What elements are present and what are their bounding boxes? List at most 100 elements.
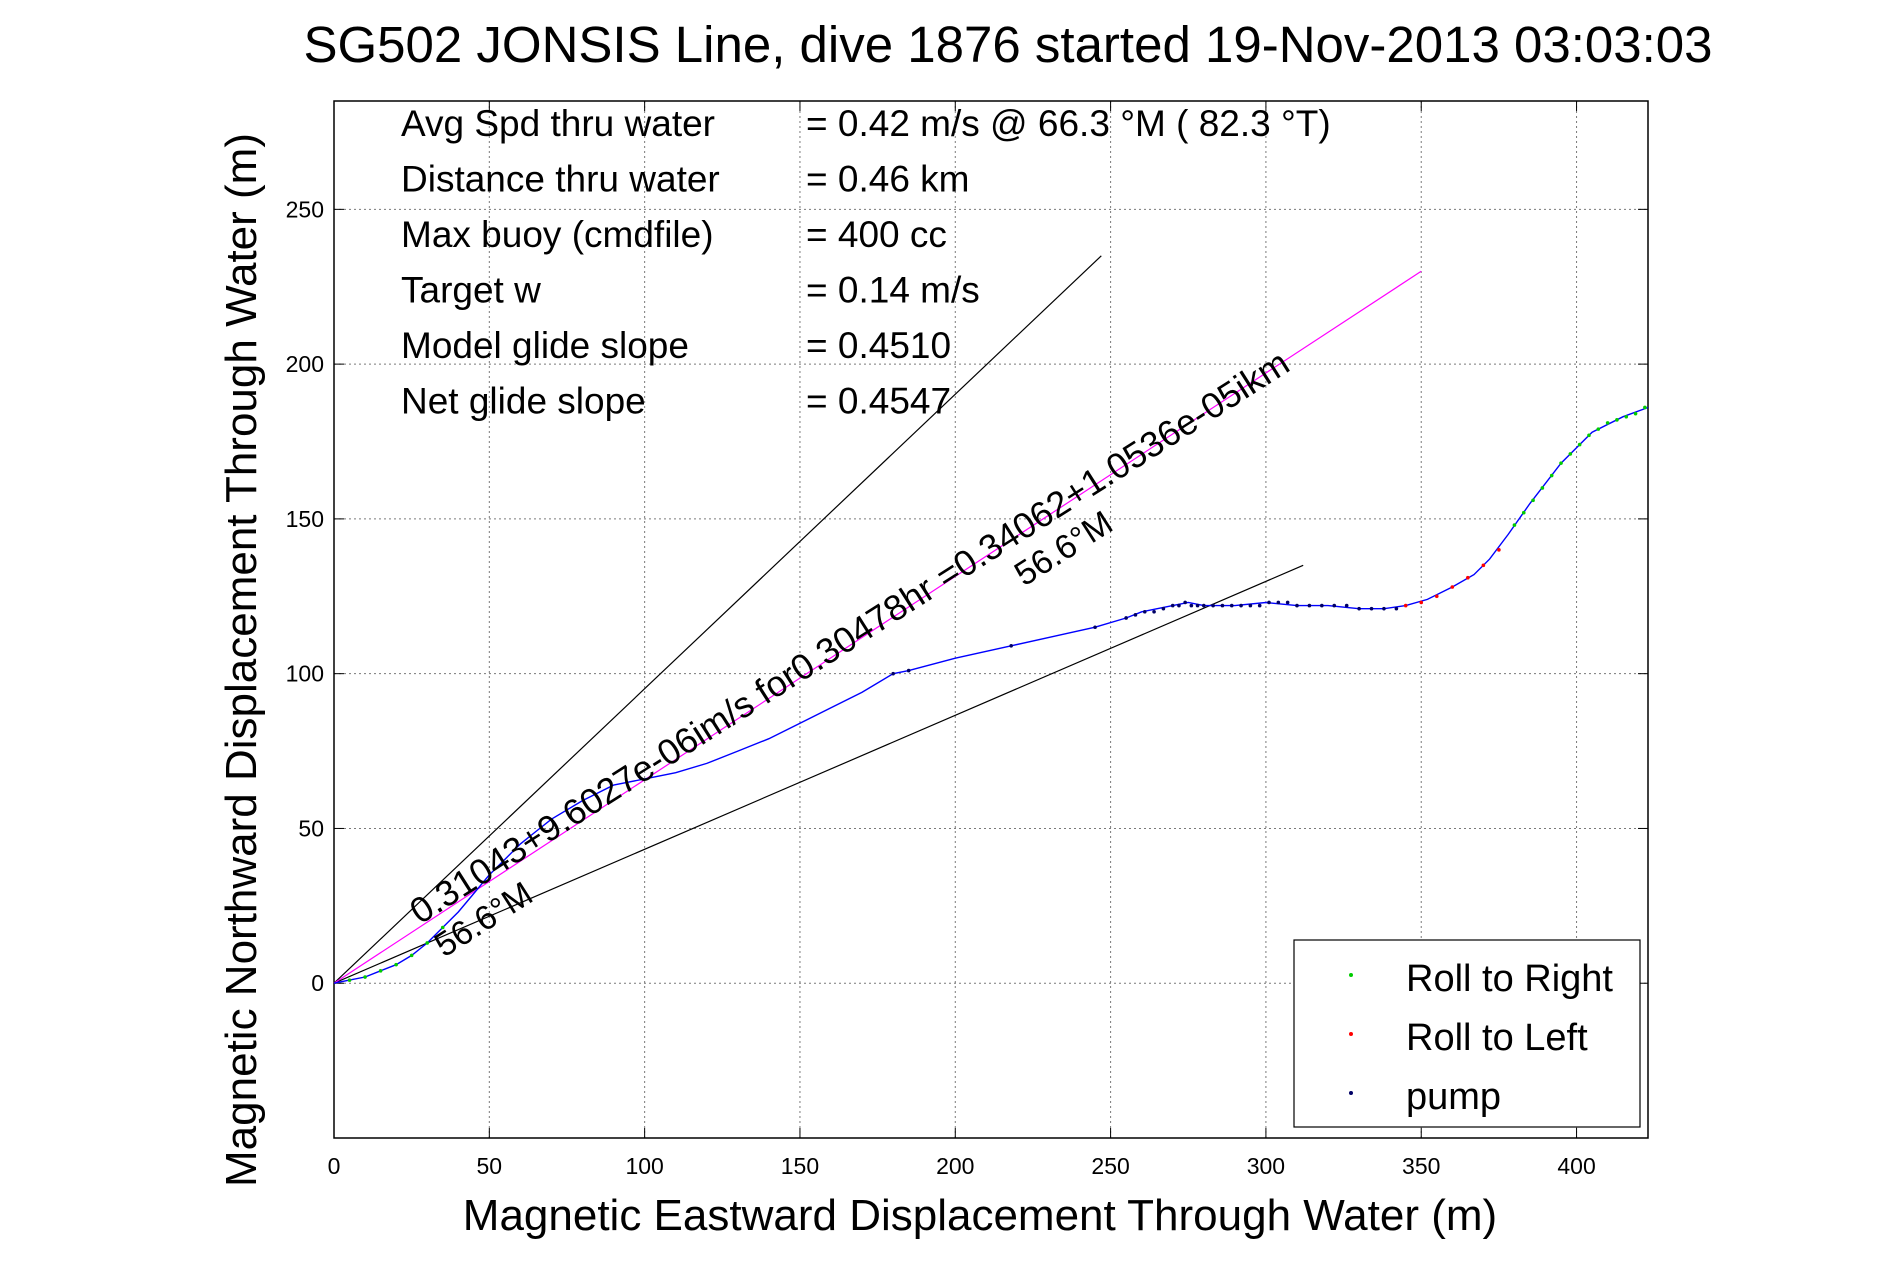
y-axis-label: Magnetic Northward Displacement Through … — [217, 133, 266, 1187]
x-tick-label: 250 — [1091, 1153, 1129, 1179]
legend-marker — [1349, 973, 1353, 977]
pump-point — [1170, 603, 1175, 608]
roll-right-point — [1596, 427, 1601, 431]
x-tick-label: 350 — [1402, 1153, 1440, 1179]
roll-right-point — [440, 925, 445, 930]
pump-point — [1093, 625, 1097, 630]
pump-point — [1382, 606, 1386, 611]
pump-point — [1267, 600, 1271, 605]
glide-bound-upper-line — [333, 255, 1102, 984]
legend-label: Roll to Left — [1406, 1017, 1588, 1059]
y-tick-label: 50 — [298, 815, 324, 841]
roll-right-point — [1568, 452, 1573, 456]
pump-point — [1394, 606, 1399, 611]
roll-left-point — [1434, 594, 1439, 599]
pump-point — [1177, 603, 1181, 608]
legend-label: Roll to Right — [1406, 958, 1613, 1000]
roll-right-point — [1512, 523, 1517, 527]
pump-point — [1344, 603, 1349, 608]
x-tick-label: 150 — [781, 1153, 819, 1179]
pump-point — [1276, 600, 1281, 605]
roll-right-point — [1643, 405, 1647, 410]
info-value: = 0.4510 — [806, 325, 951, 366]
legend-marker — [1349, 1091, 1353, 1095]
info-value: = 0.46 km — [806, 159, 970, 200]
roll-right-point — [1577, 442, 1582, 447]
info-label: Target w — [401, 270, 541, 311]
pump-point — [1285, 600, 1290, 605]
roll-left-point — [1419, 600, 1424, 605]
roll-right-point — [425, 941, 429, 945]
pump-point — [1009, 644, 1013, 648]
y-tick-label: 200 — [286, 351, 324, 377]
roll-right-point — [1605, 421, 1610, 425]
pump-point — [1142, 609, 1147, 614]
info-panel: Avg Spd thru water = 0.42 m/s @ 66.3 °M (… — [401, 103, 1331, 422]
pump-point — [906, 668, 911, 673]
info-value: = 0.42 m/s @ 66.3 °M ( 82.3 °T) — [806, 103, 1331, 144]
pump-point — [1295, 603, 1299, 608]
roll-right-point — [347, 978, 352, 982]
pump-point — [1239, 603, 1243, 608]
roll-right-point — [1624, 414, 1629, 419]
roll-right-point — [1587, 433, 1591, 438]
y-tick-label: 100 — [286, 661, 324, 687]
pump-point — [1357, 606, 1361, 611]
axes-box — [333, 100, 1649, 1139]
pump-point — [1124, 616, 1128, 620]
roll-left-point — [1450, 585, 1455, 589]
average-heading-line — [333, 270, 1422, 984]
pump-point — [891, 671, 895, 676]
pump-point — [1257, 603, 1262, 608]
info-value: = 400 cc — [806, 214, 947, 255]
pump-point — [1307, 603, 1312, 608]
roll-right-point — [1559, 461, 1563, 465]
pump-point — [1332, 603, 1337, 608]
info-label: Max buoy (cmdfile) — [401, 214, 714, 255]
pump-point — [1183, 600, 1187, 605]
info-label: Net glide slope — [401, 381, 646, 422]
roll-right-point — [1615, 418, 1619, 422]
roll-left-point — [1403, 603, 1408, 608]
y-tick-label: 150 — [286, 506, 324, 532]
roll-left-point — [1497, 548, 1501, 552]
roll-right-point — [1633, 411, 1638, 416]
pump-point — [1320, 603, 1324, 608]
pump-point — [1248, 603, 1253, 608]
pump-point — [1229, 603, 1234, 608]
y-tick-label: 0 — [311, 970, 324, 996]
x-tick-label: 50 — [477, 1153, 503, 1179]
x-tick-label: 0 — [328, 1153, 341, 1179]
pump-point — [1369, 606, 1374, 611]
pump-point — [1220, 603, 1225, 608]
roll-right-point — [394, 962, 398, 967]
pump-point — [1161, 606, 1166, 611]
x-tick-label: 400 — [1557, 1153, 1595, 1179]
pump-point — [1211, 603, 1215, 608]
pump-point — [1152, 609, 1156, 614]
legend: Roll to Right Roll to Left pump — [1293, 939, 1641, 1128]
roll-left-point — [1466, 575, 1470, 580]
legend-marker — [1349, 1032, 1353, 1036]
roll-right-point — [1540, 486, 1545, 490]
info-label: Distance thru water — [401, 159, 720, 200]
chart-title: SG502 JONSIS Line, dive 1876 started 19-… — [303, 16, 1712, 73]
pump-point — [1201, 603, 1206, 608]
roll-right-point — [378, 969, 383, 973]
x-tick-label: 100 — [625, 1153, 663, 1179]
pump-point — [1133, 613, 1138, 617]
roll-left-point — [1481, 563, 1486, 568]
y-tick-label: 250 — [286, 196, 324, 222]
info-label: Avg Spd thru water — [401, 103, 715, 144]
x-tick-label: 200 — [936, 1153, 974, 1179]
x-axis-label: Magnetic Eastward Displacement Through W… — [463, 1191, 1497, 1240]
info-label: Model glide slope — [401, 325, 689, 366]
legend-label: pump — [1406, 1076, 1501, 1118]
roll-right-point — [1531, 498, 1535, 503]
roll-right-point — [409, 953, 414, 958]
pump-point — [1195, 603, 1200, 608]
roll-right-point — [1521, 510, 1526, 515]
info-value: = 0.4547 — [806, 381, 951, 422]
roll-right-point — [363, 975, 367, 979]
